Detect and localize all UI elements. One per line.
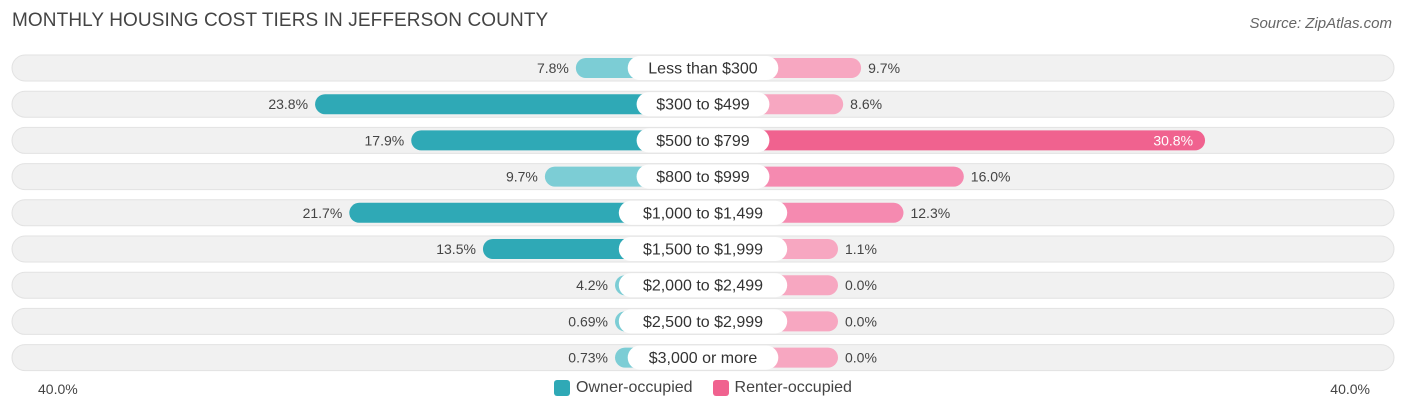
renter-value-label: 8.6% bbox=[850, 96, 882, 112]
legend-item-owner[interactable]: Owner-occupied bbox=[554, 379, 693, 397]
category-label: $2,000 to $2,499 bbox=[643, 278, 763, 295]
renter-value-label: 0.0% bbox=[845, 277, 877, 293]
legend-swatch-owner bbox=[554, 380, 571, 396]
category-label: $800 to $999 bbox=[656, 169, 750, 186]
axis-max-label: 40.0% bbox=[1330, 381, 1370, 397]
legend-item-renter[interactable]: Renter-occupied bbox=[712, 379, 852, 397]
owner-bar[interactable] bbox=[411, 130, 703, 151]
category-pill bbox=[627, 345, 779, 370]
category-pill bbox=[618, 237, 788, 261]
owner-value-label: 4.2% bbox=[576, 277, 608, 293]
owner-value-label: 21.7% bbox=[303, 205, 343, 221]
legend-label-owner: Owner-occupied bbox=[576, 379, 693, 396]
category-label: $3,000 or more bbox=[649, 350, 758, 367]
owner-value-label: 7.8% bbox=[537, 60, 569, 76]
renter-value-label: 0.0% bbox=[845, 350, 877, 366]
renter-value-label: 16.0% bbox=[971, 169, 1011, 185]
renter-value-label: 9.7% bbox=[868, 60, 900, 76]
category-label: $300 to $499 bbox=[656, 97, 750, 114]
axis-min-label: 40.0% bbox=[38, 381, 78, 397]
renter-value-label: 0.0% bbox=[845, 313, 877, 329]
source-label: Source: ZipAtlas.com bbox=[1249, 15, 1392, 32]
owner-value-label: 13.5% bbox=[436, 241, 476, 257]
category-pill bbox=[618, 309, 788, 334]
category-label: $1,500 to $1,999 bbox=[643, 242, 763, 259]
category-label: $2,500 to $2,999 bbox=[643, 314, 763, 331]
category-pill bbox=[618, 273, 788, 298]
legend-swatch-renter bbox=[712, 380, 729, 396]
category-pill bbox=[618, 200, 788, 225]
category-pill bbox=[636, 164, 770, 189]
category-label: Less than $300 bbox=[648, 61, 758, 78]
owner-bar[interactable] bbox=[349, 202, 703, 223]
owner-value-label: 9.7% bbox=[506, 169, 538, 185]
owner-value-label: 0.73% bbox=[568, 350, 608, 366]
renter-bar[interactable] bbox=[703, 130, 1206, 151]
owner-bar[interactable] bbox=[315, 94, 703, 115]
owner-value-label: 23.8% bbox=[268, 96, 308, 112]
renter-value-label: 30.8% bbox=[1153, 132, 1193, 148]
renter-value-label: 1.1% bbox=[845, 241, 877, 257]
chart-title: MONTHLY HOUSING COST TIERS IN JEFFERSON … bbox=[12, 10, 549, 31]
category-label: $1,000 to $1,499 bbox=[643, 205, 763, 222]
category-pill bbox=[636, 92, 770, 117]
category-pill bbox=[636, 128, 770, 153]
legend: Owner-occupied Renter-occupied bbox=[0, 379, 1406, 397]
owner-value-label: 17.9% bbox=[365, 132, 405, 148]
owner-value-label: 0.69% bbox=[568, 313, 608, 329]
renter-value-label: 12.3% bbox=[910, 205, 950, 221]
legend-label-renter: Renter-occupied bbox=[734, 379, 852, 396]
category-label: $500 to $799 bbox=[656, 133, 750, 150]
category-pill bbox=[627, 56, 779, 80]
